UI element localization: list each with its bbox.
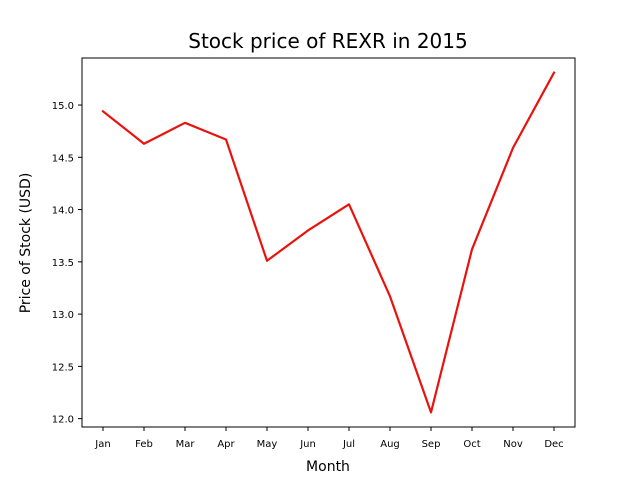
- x-tick-label: Mar: [176, 439, 196, 450]
- x-tick-label: Jan: [94, 439, 110, 450]
- y-tick-label: 13.5: [52, 258, 74, 269]
- x-tick-label: Dec: [544, 439, 563, 450]
- plot-frame: [81, 57, 576, 428]
- x-tick-label: May: [257, 439, 278, 450]
- x-tick-label: Oct: [463, 439, 480, 450]
- x-axis-label: Month: [306, 459, 350, 475]
- y-tick-label: 14.5: [52, 153, 74, 164]
- x-tick-label: Apr: [217, 439, 235, 450]
- x-tick-label: Feb: [135, 439, 153, 450]
- x-tick-label: Jul: [342, 439, 355, 450]
- y-tick-label: 12.0: [52, 415, 74, 426]
- chart-title: Stock price of REXR in 2015: [188, 29, 467, 53]
- y-tick-label: 12.5: [52, 362, 74, 373]
- y-tick-label: 14.0: [52, 206, 74, 217]
- y-tick-label: 15.0: [52, 101, 74, 112]
- y-tick-label: 13.0: [52, 310, 74, 321]
- x-tick-label: Jun: [299, 439, 316, 450]
- x-tick-label: Sep: [422, 439, 441, 450]
- x-tick-label: Nov: [503, 439, 523, 450]
- x-tick-label: Aug: [380, 439, 400, 450]
- y-axis-label: Price of Stock (USD): [18, 173, 34, 314]
- series-line: [101, 71, 556, 414]
